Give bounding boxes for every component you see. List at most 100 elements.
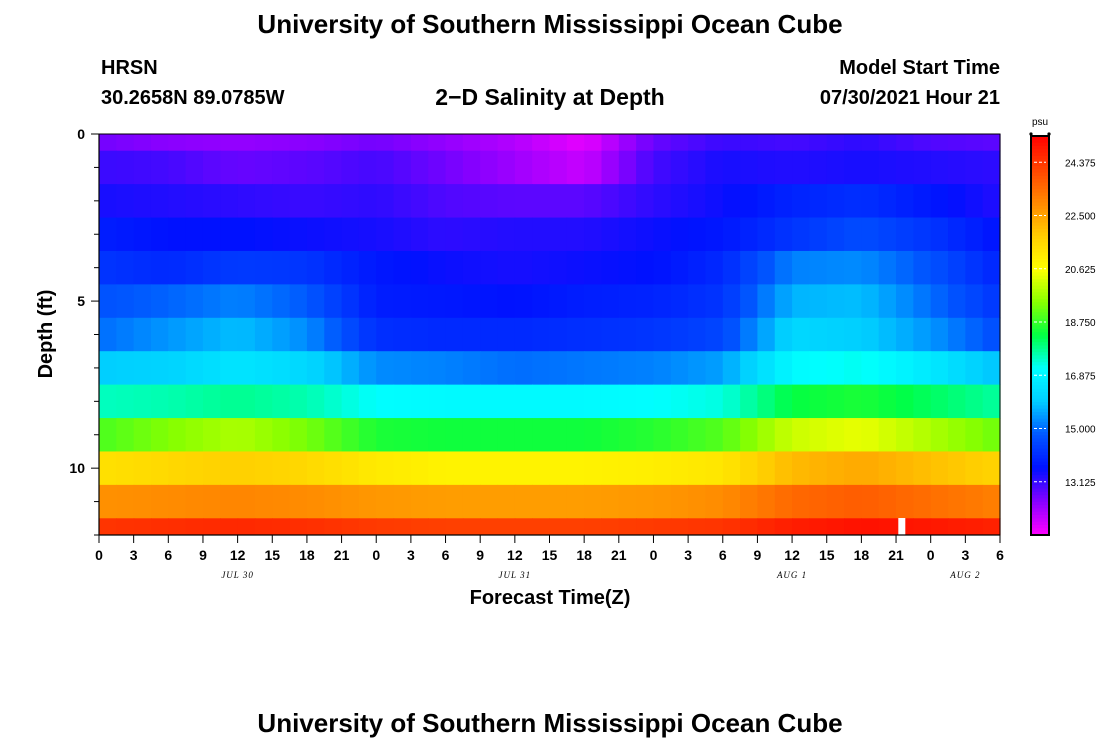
heatmap-cell: [150, 518, 169, 536]
heatmap-cell: [948, 284, 966, 319]
heatmap-cell: [254, 418, 273, 452]
heatmap-cell: [636, 451, 655, 486]
heatmap-cell: [670, 518, 689, 536]
heatmap-cell: [462, 451, 481, 486]
heatmap-cell: [220, 484, 239, 519]
heatmap-cell: [774, 250, 793, 285]
heatmap-cell: [757, 217, 776, 252]
heatmap-cell: [324, 484, 343, 519]
heatmap-cell: [566, 150, 585, 185]
heatmap-cell: [341, 284, 360, 319]
heatmap-cell: [133, 284, 152, 319]
colorbar-segment: [1031, 278, 1049, 283]
heatmap-cell: [185, 134, 204, 152]
heatmap-cell: [861, 150, 880, 185]
heatmap-cell: [965, 150, 984, 185]
date-label: JUL 31: [499, 570, 532, 580]
heatmap-cell: [220, 284, 239, 319]
heatmap-cell: [99, 451, 117, 486]
heatmap-cell: [705, 184, 724, 218]
heatmap-cell: [809, 184, 828, 218]
heatmap-cell: [497, 484, 516, 519]
heatmap-cell: [150, 217, 169, 252]
heatmap-cell: [948, 384, 966, 419]
heatmap-cell: [462, 384, 481, 419]
heatmap-cell: [878, 484, 897, 519]
heatmap-cell: [757, 150, 776, 185]
x-tick-label: 6: [996, 547, 1004, 563]
heatmap-cell: [636, 518, 655, 536]
colorbar-segment: [1031, 511, 1049, 516]
heatmap-cell: [601, 284, 620, 319]
heatmap-cell: [202, 451, 221, 486]
heatmap-cell: [220, 418, 239, 452]
colorbar-segment: [1031, 249, 1049, 253]
heatmap-cell: [532, 451, 551, 486]
heatmap-cell: [410, 317, 429, 352]
heatmap-cell: [601, 384, 620, 419]
heatmap-cell: [792, 217, 811, 252]
heatmap-cell: [826, 250, 845, 285]
heatmap-cell: [393, 250, 412, 285]
heatmap-cell: [133, 484, 152, 519]
heatmap-cell: [428, 250, 447, 285]
x-tick-label: 15: [542, 547, 558, 563]
heatmap-cell: [410, 184, 429, 218]
heatmap-cell: [948, 184, 966, 218]
heatmap-cell: [254, 484, 273, 519]
heatmap-cell: [220, 317, 239, 352]
heatmap-cell: [237, 284, 256, 319]
colorbar-segment: [1031, 325, 1049, 330]
heatmap-cell: [289, 134, 308, 152]
heatmap-cell: [930, 351, 949, 386]
heatmap-cell: [133, 418, 152, 452]
heatmap-cell: [480, 518, 499, 536]
heatmap-cell: [913, 451, 932, 486]
colorbar-segment: [1031, 262, 1049, 267]
heatmap-cell: [324, 284, 343, 319]
colorbar-segment: [1031, 342, 1049, 347]
station-name: HRSN: [101, 57, 158, 79]
heatmap-cell: [653, 284, 672, 319]
heatmap-cell: [376, 518, 395, 536]
heatmap-cell: [826, 150, 845, 185]
heatmap-cell: [306, 250, 325, 285]
heatmap-cell: [636, 418, 655, 452]
x-tick-label: 21: [888, 547, 904, 563]
heatmap-cell: [809, 150, 828, 185]
colorbar-segment: [1031, 225, 1049, 230]
heatmap-cell: [774, 317, 793, 352]
heatmap-cell: [445, 384, 464, 419]
heatmap-cell: [913, 418, 932, 452]
heatmap-cell: [428, 351, 447, 386]
heatmap-cell: [445, 150, 464, 185]
heatmap-cell: [549, 134, 568, 152]
colorbar-segment: [1031, 382, 1049, 386]
heatmap-cell: [913, 250, 932, 285]
heatmap-cell: [202, 351, 221, 386]
heatmap-cell: [358, 518, 377, 536]
heatmap-cell: [688, 250, 707, 285]
heatmap-cell: [358, 317, 377, 352]
x-tick-label: 18: [299, 547, 315, 563]
heatmap-cell: [254, 518, 273, 536]
heatmap-cell: [237, 518, 256, 536]
date-label: AUG 2: [949, 570, 980, 580]
heatmap-cell: [116, 384, 135, 419]
heatmap-cell: [480, 451, 499, 486]
heatmap-cell: [636, 184, 655, 218]
heatmap-cell: [965, 134, 984, 152]
x-tick-label: 3: [130, 547, 138, 563]
heatmap-cell: [722, 418, 741, 452]
heatmap-cell: [549, 317, 568, 352]
heatmap-cell: [341, 518, 360, 536]
heatmap-cell: [497, 317, 516, 352]
heatmap-cell: [792, 284, 811, 319]
heatmap-cell: [376, 250, 395, 285]
heatmap-cell: [705, 134, 724, 152]
heatmap-cell: [705, 384, 724, 419]
heatmap-cell: [792, 351, 811, 386]
heatmap-cell: [254, 217, 273, 252]
heatmap-cell: [272, 451, 291, 486]
heatmap-cell: [930, 418, 949, 452]
